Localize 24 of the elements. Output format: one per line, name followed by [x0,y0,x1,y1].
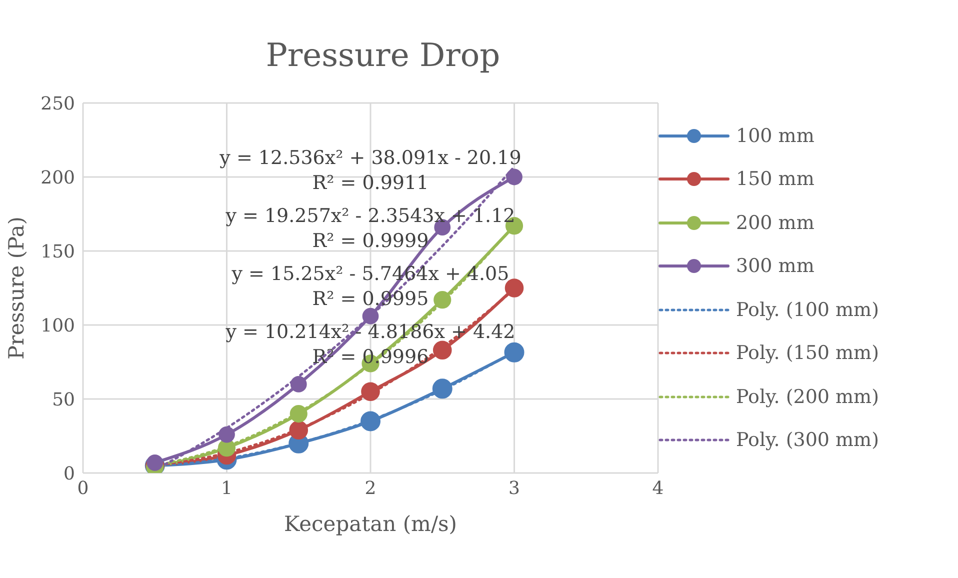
x-tick-label: 4 [652,478,664,499]
x-axis-title: Kecepatan (m/s) [284,512,458,536]
legend-label: 300 mm [736,255,814,278]
legend-label: 100 mm [736,124,814,147]
legend-label: Poly. (200 mm) [736,386,879,408]
legend-label: 200 mm [736,212,814,234]
x-tick-label: 3 [508,478,520,499]
legend-label: Poly. (150 mm) [736,342,879,364]
x-tick-label: 2 [364,478,376,499]
y-tick-label: 50 [52,389,75,410]
legend-label: Poly. (100 mm) [736,298,879,321]
y-tick-label: 0 [64,463,75,484]
chart-title: Pressure Drop [264,36,502,74]
annotation: y = 12.536x² + 38.091x - 20.19 [218,146,522,170]
annotation: R² = 0.9911 [311,171,430,195]
y-tick-label: 100 [40,315,75,336]
y-tick-label: 250 [40,93,75,114]
y-tick-label: 200 [40,167,75,188]
legend-label: 150 mm [736,168,814,190]
legend-label: Poly. (300 mm) [736,429,879,452]
y-tick-label: 150 [40,241,75,262]
annotation: R² = 0.9999 [311,229,430,253]
x-tick-label: 0 [77,478,89,499]
x-tick-label: 1 [221,478,232,499]
